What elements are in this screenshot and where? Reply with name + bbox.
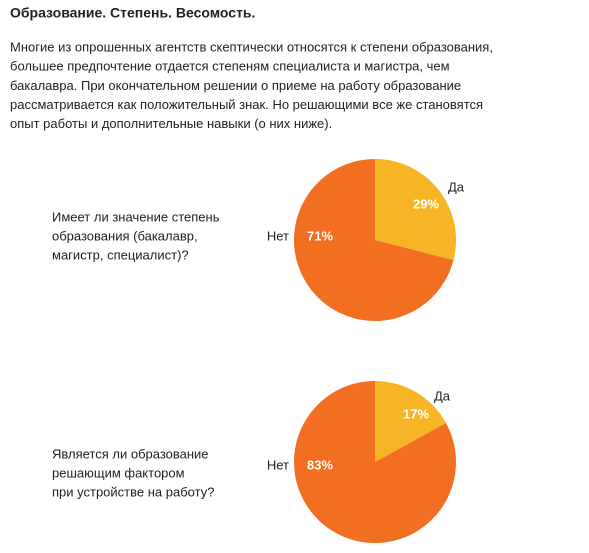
slice-name: Нет: [267, 228, 289, 243]
paragraph-line: опыт работы и дополнительные навыки (о н…: [10, 116, 332, 131]
paragraph-line: Многие из опрошенных агентств скептическ…: [10, 39, 493, 54]
question: решающим фактором: [52, 465, 185, 480]
heading: Образование. Степень. Весомость.: [10, 5, 255, 21]
pie-slice: [294, 159, 454, 321]
question: образования (бакалавр,: [52, 228, 198, 243]
value-label: 17%: [403, 406, 429, 421]
question: Является ли образование: [52, 446, 209, 461]
value-label: 83%: [307, 457, 333, 472]
pie-slice: [375, 381, 446, 462]
slice-name: Да: [448, 179, 465, 194]
paragraph-line: бакалавра. При окончательном решении о п…: [10, 78, 461, 93]
value-label: 71%: [307, 228, 333, 243]
pie-slice: [294, 381, 457, 544]
slice-name: Нет: [267, 457, 289, 472]
question: Имеет ли значение степень: [52, 209, 220, 224]
value-label: 29%: [413, 196, 439, 211]
slice-name: Да: [434, 388, 451, 403]
paragraph-line: большее предпочтение отдается степеням с…: [10, 59, 450, 74]
question: магистр, специалист)?: [52, 247, 189, 262]
pie-slice: [375, 159, 456, 261]
paragraph-line: рассматривается как положительный знак. …: [10, 97, 483, 112]
question: при устройстве на работу?: [52, 484, 214, 499]
